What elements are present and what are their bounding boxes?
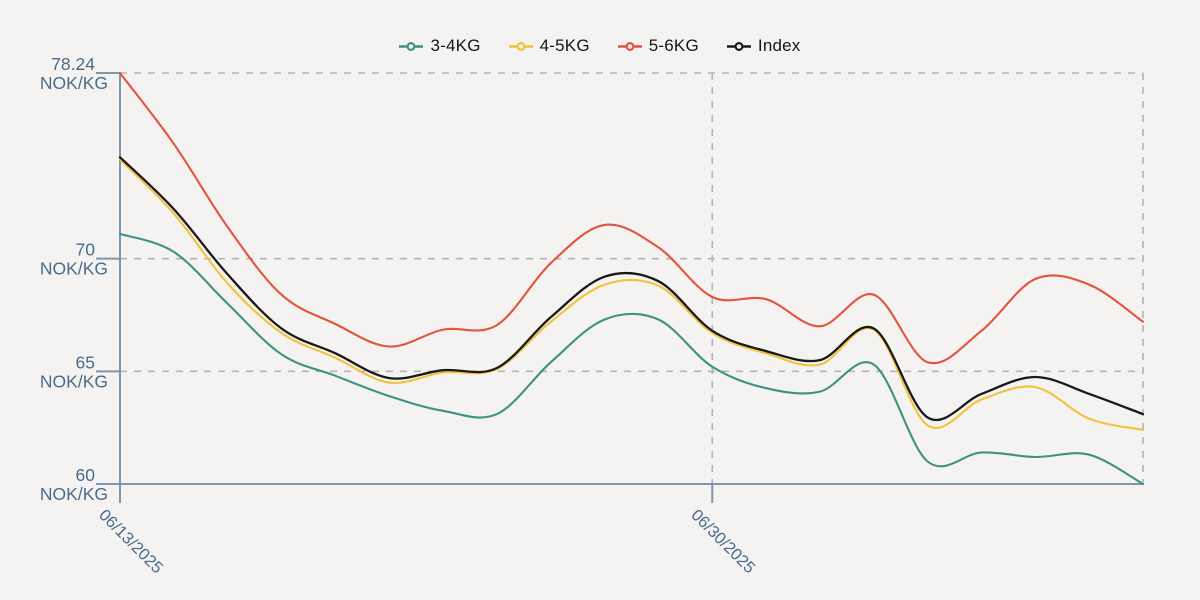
legend-item-5-6kg[interactable]: 5-6KG [617, 36, 699, 56]
legend-item-3-4kg[interactable]: 3-4KG [399, 36, 480, 56]
legend-label-3-4kg: 3-4KG [430, 36, 481, 55]
legend-marker-3-4kg-icon [399, 41, 424, 51]
x-tick-label-06/30/2025: 06/30/2025 [687, 506, 758, 577]
y-tick-unit-60: NOK/KG [40, 484, 108, 504]
series-line-3-4kg [118, 232, 1145, 486]
legend-label-index: Index [757, 36, 801, 55]
legend-label-4-5kg: 4-5KG [539, 36, 590, 55]
series-line-index [118, 156, 1145, 421]
y-tick-unit-70: NOK/KG [40, 259, 108, 279]
series-line-5-6kg [118, 71, 1145, 365]
series-line-4-5kg [118, 158, 1145, 431]
legend-marker-4-5kg-icon [508, 41, 533, 51]
legend-marker-index-icon [726, 41, 751, 51]
x-tick-label-06/13/2025: 06/13/2025 [95, 506, 166, 577]
y-tick-value-60: 60 [76, 465, 96, 485]
y-tick-unit-78.24: NOK/KG [40, 73, 108, 93]
y-tick-unit-65: NOK/KG [40, 371, 108, 391]
legend-item-index[interactable]: Index [726, 36, 801, 56]
chart-legend: 3-4KG 4-5KG 5-6KG Index [0, 36, 1200, 56]
y-tick-value-70: 70 [76, 240, 96, 260]
legend-marker-5-6kg-icon [617, 41, 642, 51]
legend-label-5-6kg: 5-6KG [648, 36, 699, 55]
y-tick-value-65: 65 [76, 352, 95, 372]
y-tick-value-78.24: 78.24 [51, 54, 95, 74]
legend-item-4-5kg[interactable]: 4-5KG [508, 36, 590, 56]
